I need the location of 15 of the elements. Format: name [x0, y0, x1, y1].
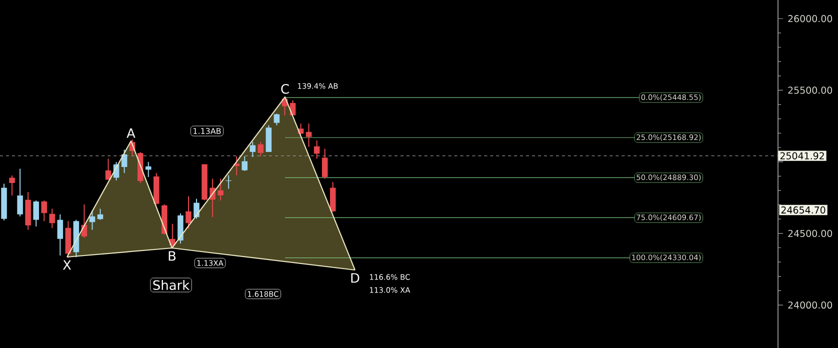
ref-line-label: 25041.92 [780, 152, 824, 160]
candlestick [9, 174, 15, 196]
text: 24654.70 [781, 206, 826, 214]
candlestick [33, 200, 39, 227]
annotation: Shark [153, 280, 190, 290]
y-tick-label: 26000.00 [788, 15, 832, 22]
y-tick-label: 24000.00 [788, 301, 832, 309]
y-tick-label: 25500.00 [788, 86, 832, 94]
candlestick [41, 200, 47, 222]
annotation: C [281, 84, 289, 94]
annotation: D [351, 273, 360, 283]
y-tick-label: 24500.00 [788, 230, 832, 238]
candlestick [49, 208, 56, 229]
candlestick [17, 168, 23, 217]
candlestick [57, 214, 64, 256]
